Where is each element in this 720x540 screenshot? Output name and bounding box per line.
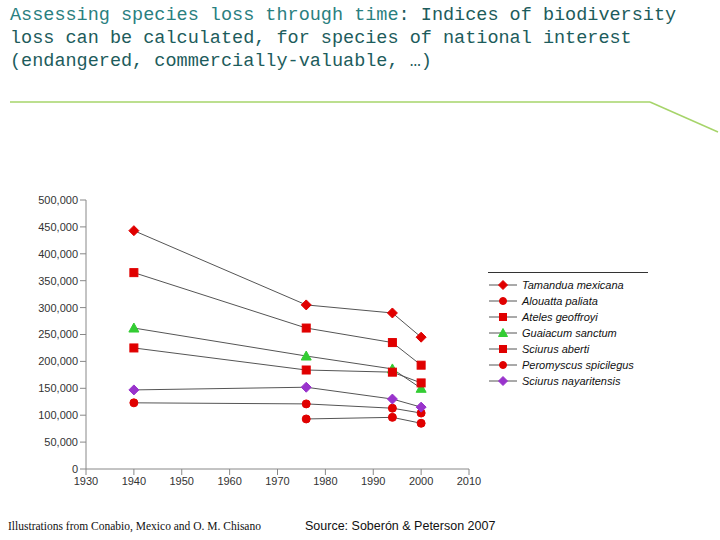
svg-text:0: 0 [72,463,78,475]
svg-text:1940: 1940 [122,475,146,487]
html-text:Sciurus aberti: Sciurus aberti [522,343,590,355]
svg-text:350,000: 350,000 [38,275,78,287]
svg-text:450,000: 450,000 [38,221,78,233]
svg-text:1960: 1960 [217,475,241,487]
html-text:Alouatta paliata: Alouatta paliata [522,295,598,307]
html-text:Assessing species loss through: Assessing species loss through time: Ind… [10,5,677,72]
html-text:Sciurus nayaritensis: Sciurus nayaritensis [522,375,621,387]
html-text:Tamandua mexicana: Tamandua mexicana [522,279,624,291]
html-text:Illustrations from Conabio, Me: Illustrations from Conabio, Mexico and O… [8,520,261,532]
svg-text:2010: 2010 [457,475,481,487]
html-text:Source: Soberón & Peterson 200: Source: Soberón & Peterson 2007 [305,519,496,533]
svg-text:150,000: 150,000 [38,382,78,394]
svg-text:100,000: 100,000 [38,409,78,421]
svg-text:300,000: 300,000 [38,302,78,314]
svg-text:250,000: 250,000 [38,328,78,340]
svg-text:1950: 1950 [170,475,194,487]
svg-text:1970: 1970 [265,475,289,487]
html-text:Ateles geoffroyi: Ateles geoffroyi [522,311,598,323]
svg-text:2000: 2000 [409,475,433,487]
svg-text:1990: 1990 [361,475,385,487]
html-text:Peromyscus spicilegus: Peromyscus spicilegus [522,359,634,371]
svg-text:500,000: 500,000 [38,194,78,206]
svg-text:1930: 1930 [74,475,98,487]
svg-text:400,000: 400,000 [38,248,78,260]
svg-text:200,000: 200,000 [38,355,78,367]
svg-text:50,000: 50,000 [44,436,78,448]
html-text:Guaiacum sanctum: Guaiacum sanctum [522,327,617,339]
svg-text:1980: 1980 [313,475,337,487]
